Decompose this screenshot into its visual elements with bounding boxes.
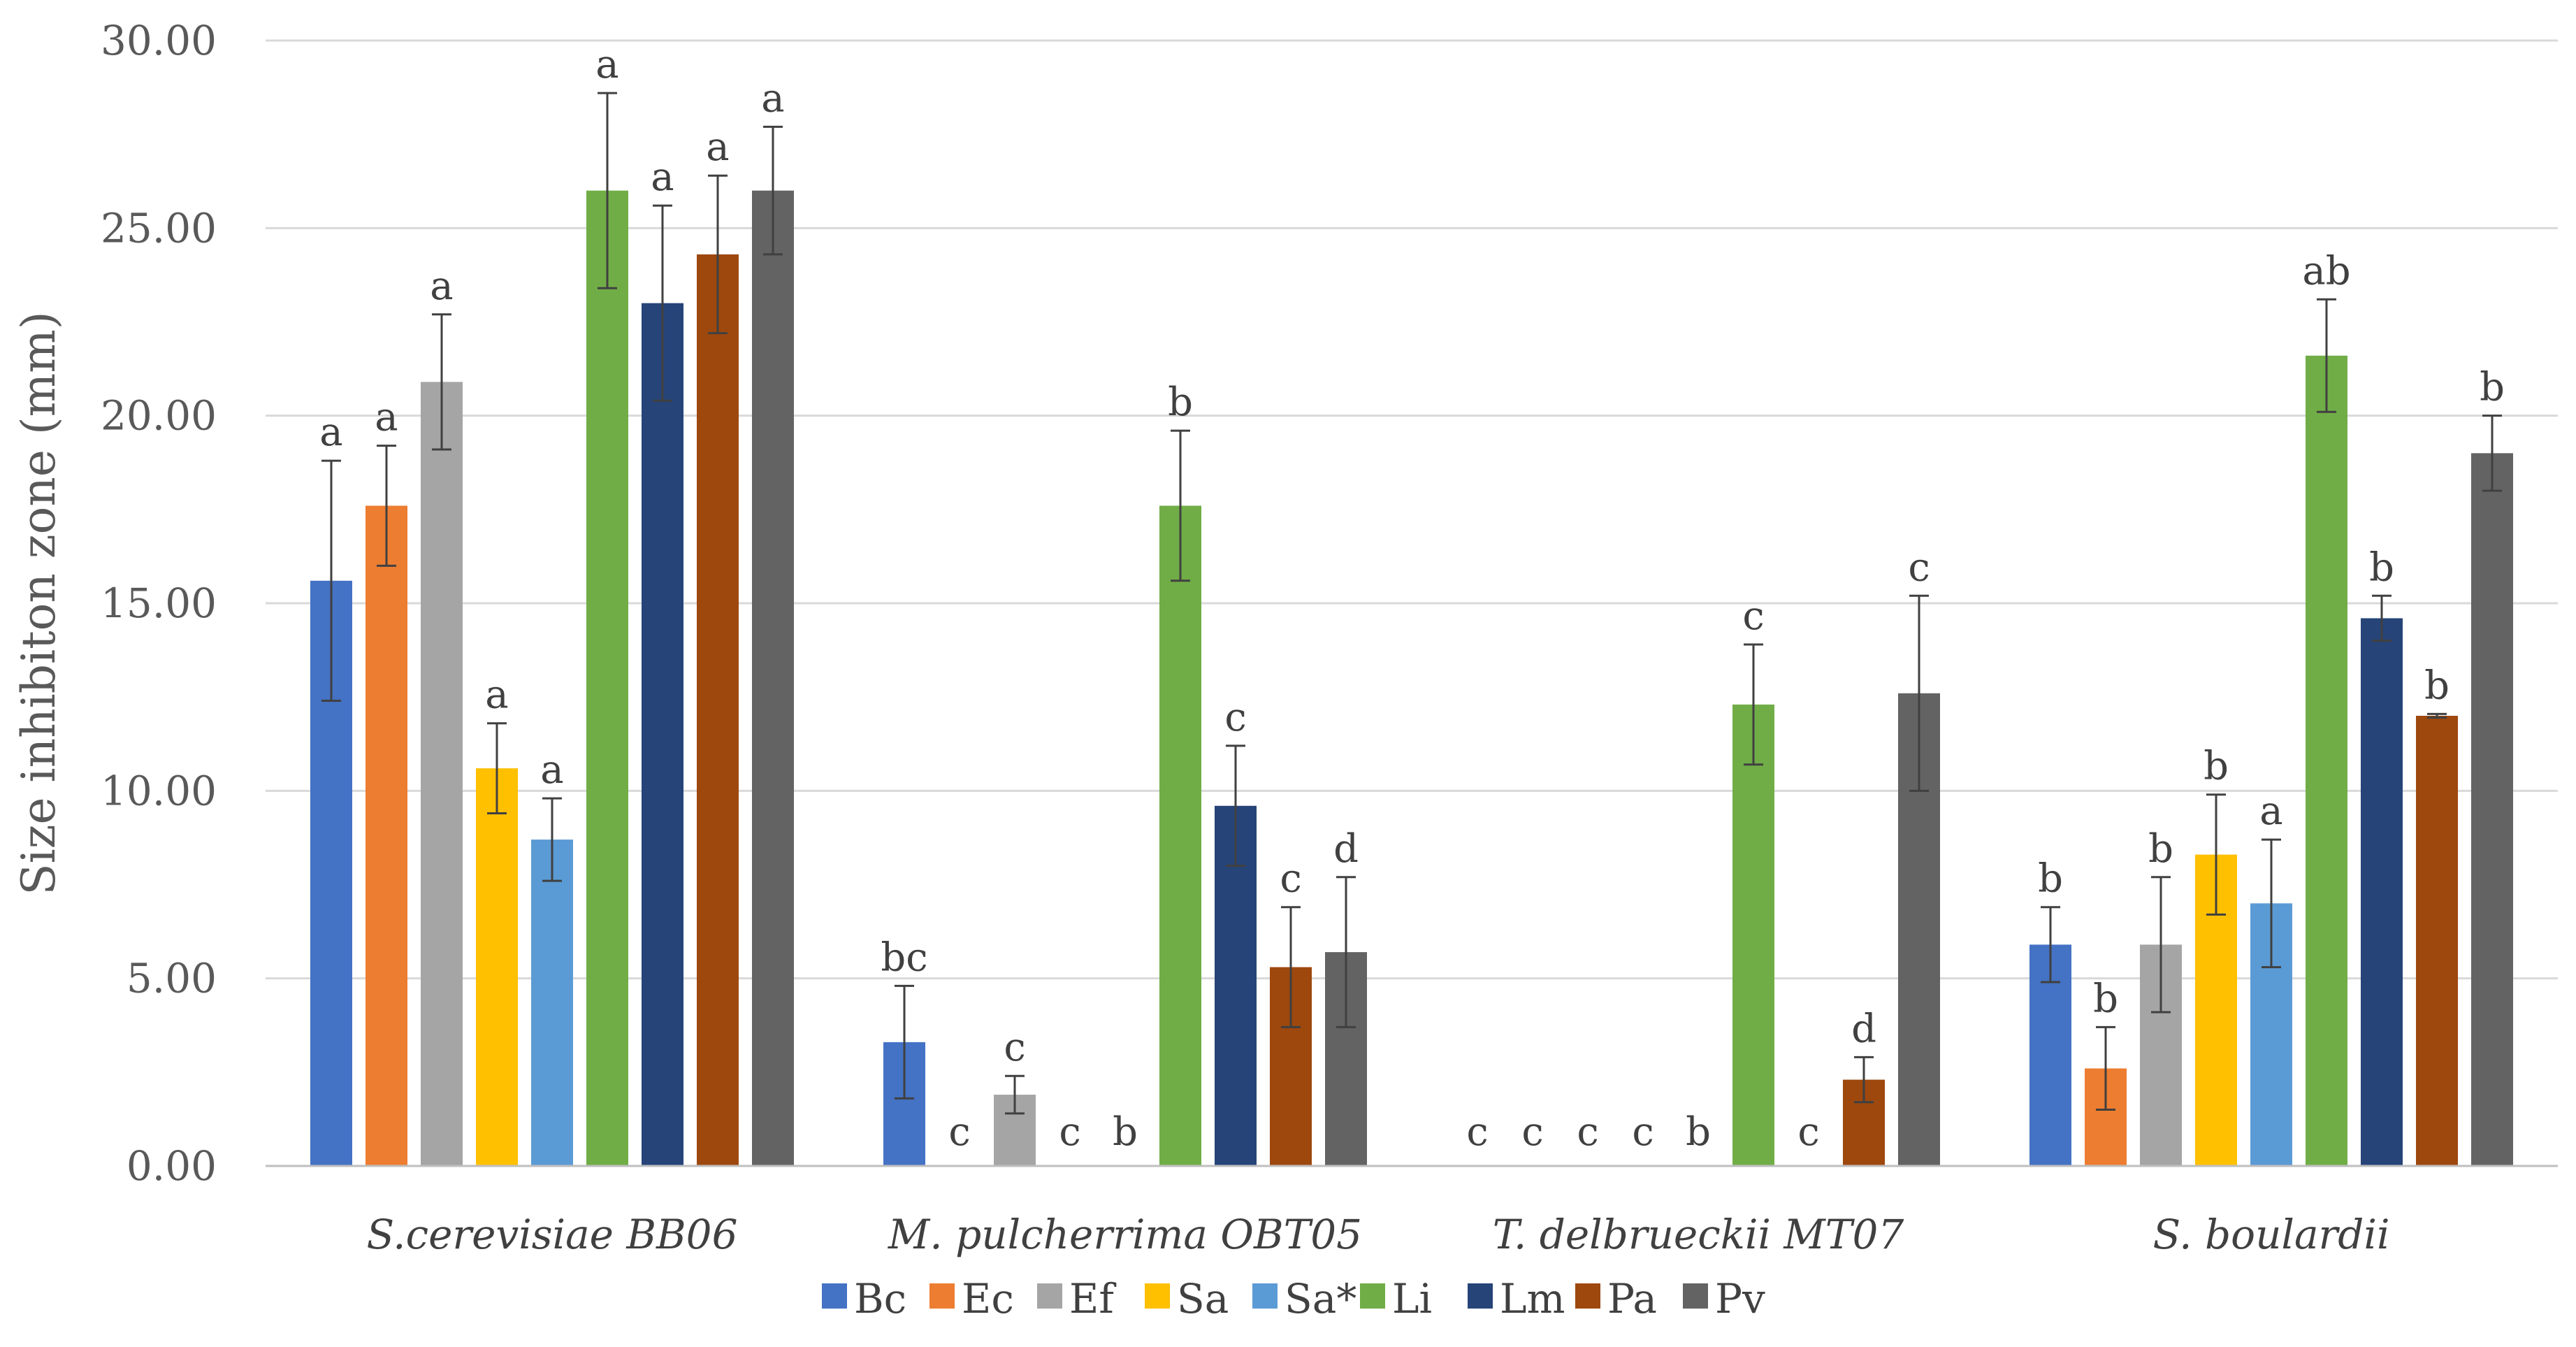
- significance-label: b: [1113, 1109, 1138, 1155]
- significance-label: a: [375, 395, 398, 440]
- significance-label: a: [2259, 788, 2282, 834]
- legend-label: Sa*: [1285, 1275, 1356, 1323]
- significance-label: b: [2038, 856, 2063, 902]
- bar: [366, 505, 407, 1166]
- significance-label: a: [430, 264, 453, 309]
- axes: 0.00 5.00 10.00 15.00 20.00 25.00 30.00 Size in…: [12, 17, 2558, 1258]
- significance-label: b: [2093, 976, 2118, 1021]
- significance-label: bc: [881, 935, 927, 980]
- bar: [1159, 505, 1201, 1166]
- legend-swatch: [1145, 1283, 1170, 1309]
- bar: [476, 768, 518, 1166]
- significance-label: b: [2424, 663, 2450, 708]
- legend-label: Ef: [1069, 1275, 1116, 1323]
- significance-label: c: [948, 1109, 970, 1155]
- bar: [586, 190, 628, 1167]
- legend-swatch: [1683, 1283, 1708, 1309]
- significance-label: c: [1224, 695, 1246, 740]
- significance-label: a: [706, 124, 729, 170]
- bar: [2416, 716, 2458, 1166]
- bar: [2306, 355, 2347, 1166]
- significance-label: a: [485, 672, 508, 718]
- significance-label: c: [1059, 1109, 1080, 1155]
- x-category-label: S.cerevisiae BB06: [367, 1211, 738, 1258]
- legend: Bc Ec Ef Sa Sa* Li Lm Pa Pv: [822, 1275, 1765, 1323]
- significance-label: d: [1851, 1006, 1876, 1051]
- significance-label: a: [761, 75, 784, 121]
- y-tick-label: 25.00: [101, 204, 217, 252]
- x-category-label: M. pulcherrima OBT05: [888, 1211, 1362, 1258]
- legend-swatch: [822, 1283, 847, 1309]
- legend-label: Pa: [1607, 1275, 1657, 1323]
- y-tick-label: 10.00: [101, 767, 217, 814]
- significance-label: b: [2204, 744, 2229, 789]
- y-tick-label: 20.00: [101, 392, 217, 440]
- significance-label: b: [2148, 826, 2173, 872]
- significance-label: c: [1632, 1109, 1654, 1155]
- significance-label: c: [1742, 593, 1764, 639]
- significance-label: a: [651, 154, 674, 200]
- significance-label: c: [1004, 1025, 1025, 1070]
- y-tick-label: 5.00: [126, 955, 217, 1002]
- significance-label: a: [319, 410, 342, 455]
- legend-label: Li: [1392, 1275, 1432, 1323]
- y-tick-label: 0.00: [126, 1142, 217, 1190]
- significance-label: b: [1686, 1109, 1711, 1155]
- significance-label: c: [1521, 1109, 1543, 1155]
- bar: [1732, 704, 1774, 1166]
- bars: [310, 92, 2513, 1167]
- legend-label: Lm: [1500, 1275, 1565, 1323]
- legend-label: Pv: [1715, 1275, 1765, 1323]
- bar: [752, 190, 794, 1167]
- x-category-label: T. delbrueckii MT07: [1493, 1211, 1904, 1258]
- legend-swatch: [1468, 1283, 1493, 1309]
- y-tick-label: 15.00: [101, 579, 217, 627]
- y-tick-label: 30.00: [101, 17, 217, 64]
- significance-label: c: [1908, 545, 1930, 590]
- bar: [421, 382, 463, 1166]
- significance-label: c: [1577, 1109, 1598, 1155]
- significance-label: c: [1280, 856, 1301, 902]
- bar: [642, 303, 683, 1167]
- legend-label: Sa: [1177, 1275, 1229, 1323]
- significance-label: b: [1168, 380, 1193, 425]
- legend-swatch: [1360, 1283, 1385, 1309]
- x-category-label: S. boulardii: [2152, 1211, 2389, 1258]
- significance-label: a: [540, 747, 563, 793]
- significance-label: ab: [2302, 248, 2350, 294]
- bar: [2361, 618, 2403, 1166]
- significance-label: b: [2480, 365, 2505, 410]
- legend-swatch: [929, 1283, 955, 1309]
- bar: [2471, 453, 2513, 1166]
- significance-label: a: [595, 42, 618, 87]
- y-axis-title: Size inhibiton zone (mm): [12, 311, 66, 895]
- legend-swatch: [1252, 1283, 1278, 1309]
- legend-swatch: [1575, 1283, 1600, 1309]
- legend-label: Ec: [962, 1275, 1014, 1323]
- bar: [531, 840, 573, 1166]
- legend-label: Bc: [854, 1275, 906, 1323]
- significance-label: c: [1797, 1109, 1819, 1155]
- bar: [697, 254, 739, 1166]
- significance-label: d: [1333, 826, 1359, 872]
- significance-label: c: [1466, 1109, 1488, 1155]
- significance-label: b: [2369, 545, 2394, 590]
- legend-swatch: [1037, 1283, 1062, 1309]
